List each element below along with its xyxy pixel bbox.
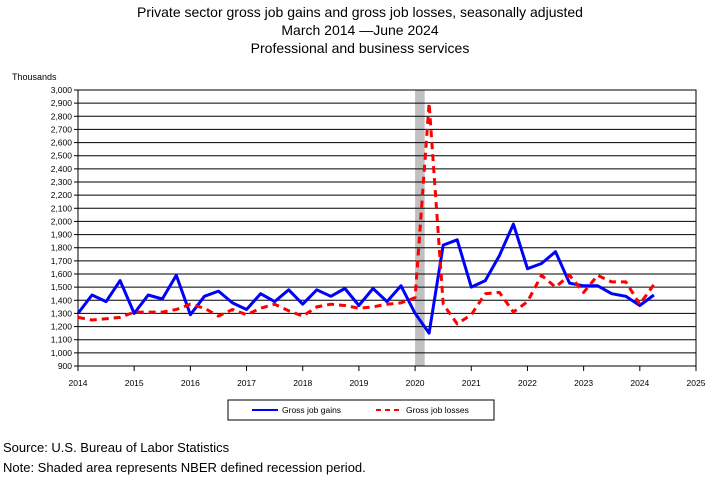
- y-tick-label: 900: [58, 361, 72, 371]
- y-tick-label: 1,800: [51, 243, 73, 253]
- y-tick-label: 1,200: [51, 322, 73, 332]
- x-tick-label: 2023: [574, 378, 593, 388]
- y-tick-label: 2,800: [51, 111, 73, 121]
- x-tick-label: 2014: [69, 378, 88, 388]
- x-tick-label: 2021: [462, 378, 481, 388]
- y-axis-label: Thousands: [12, 72, 57, 82]
- recession-note: Note: Shaded area represents NBER define…: [3, 460, 366, 475]
- y-tick-label: 2,300: [51, 177, 73, 187]
- x-tick-label: 2022: [518, 378, 537, 388]
- y-tick-label: 1,500: [51, 282, 73, 292]
- y-tick-label: 2,900: [51, 98, 73, 108]
- y-tick-label: 1,000: [51, 348, 73, 358]
- y-tick-label: 2,100: [51, 203, 73, 213]
- y-tick-label: 1,600: [51, 269, 73, 279]
- chart-date-range: March 2014 —June 2024: [281, 22, 439, 38]
- y-tick-label: 2,600: [51, 138, 73, 148]
- y-tick-label: 1,700: [51, 256, 73, 266]
- y-tick-label: 2,500: [51, 151, 73, 161]
- x-tick-label: 2020: [406, 378, 425, 388]
- chart-subtitle: Professional and business services: [250, 40, 470, 56]
- legend-gains-label: Gross job gains: [282, 405, 341, 415]
- x-tick-label: 2025: [687, 378, 706, 388]
- y-tick-label: 2,000: [51, 216, 73, 226]
- y-tick-label: 1,100: [51, 335, 73, 345]
- gross-job-gains-line: [76, 222, 655, 335]
- legend-box: [227, 399, 495, 421]
- plot-frame: [77, 89, 697, 367]
- source-note: Source: U.S. Bureau of Labor Statistics: [3, 440, 230, 455]
- y-tick-label: 1,300: [51, 308, 73, 318]
- y-tick-label: 1,900: [51, 230, 73, 240]
- y-tick-label: 2,400: [51, 164, 73, 174]
- y-tick-label: 2,700: [51, 124, 73, 134]
- gross-job-losses-line: [77, 101, 656, 326]
- x-tick-label: 2017: [237, 378, 256, 388]
- y-tick-label: 1,400: [51, 295, 73, 305]
- x-tick-label: 2015: [125, 378, 144, 388]
- x-tick-label: 2019: [349, 378, 368, 388]
- legend-losses-label: Gross job losses: [406, 405, 469, 415]
- y-tick-label: 2,200: [51, 190, 73, 200]
- chart-title: Private sector gross job gains and gross…: [137, 4, 583, 20]
- x-tick-label: 2018: [293, 378, 312, 388]
- x-tick-label: 2016: [181, 378, 200, 388]
- x-tick-label: 2024: [630, 378, 649, 388]
- y-tick-label: 3,000: [51, 85, 73, 95]
